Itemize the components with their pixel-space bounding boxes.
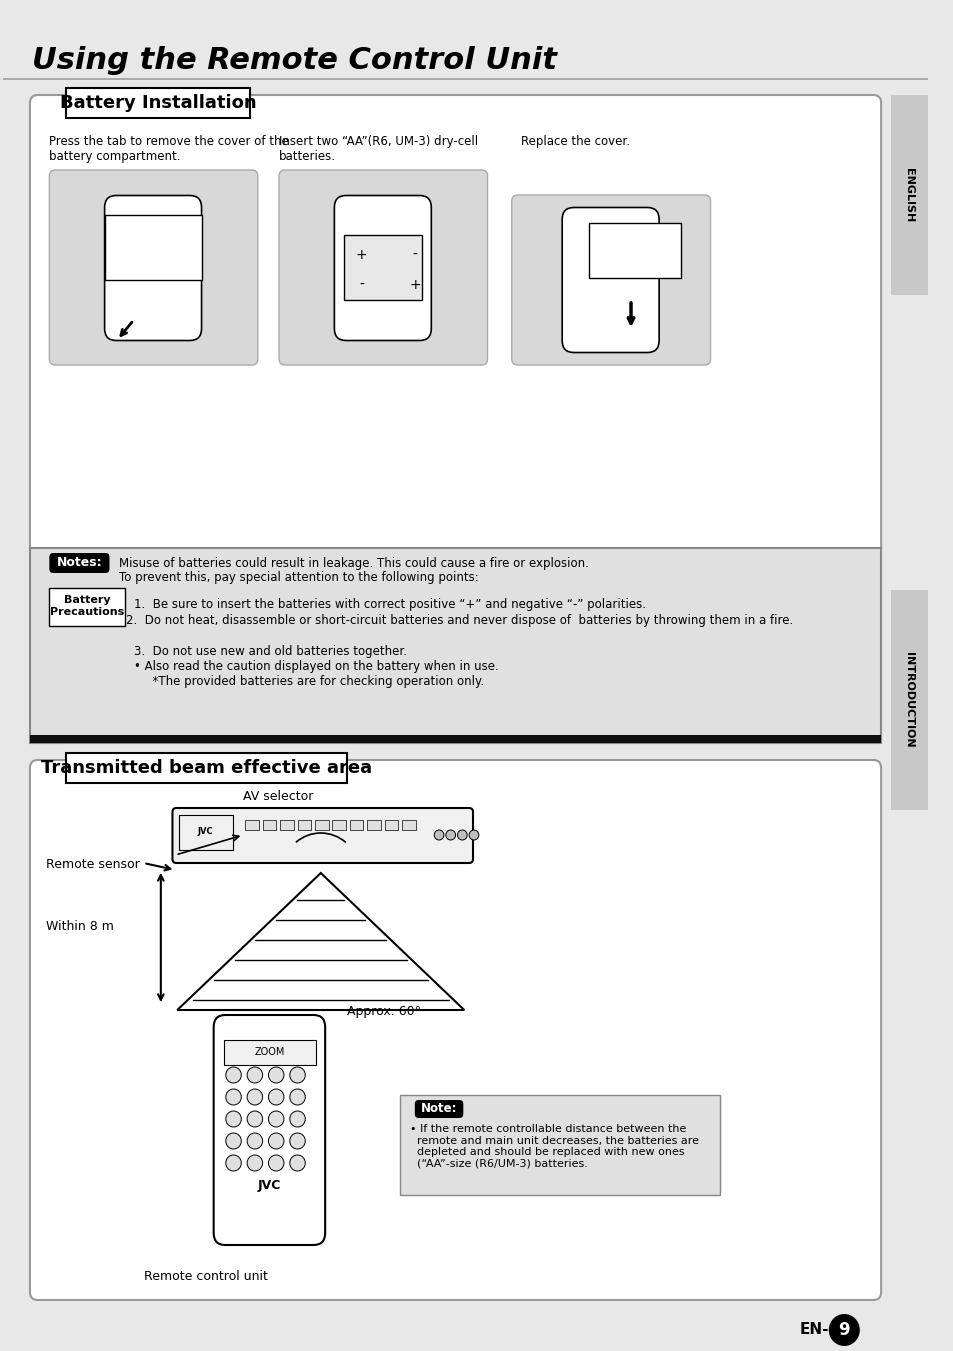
Circle shape [247, 1133, 262, 1148]
Text: Misuse of batteries could result in leakage. This could cause a fire or explosio: Misuse of batteries could result in leak… [119, 557, 588, 570]
Circle shape [445, 830, 456, 840]
Bar [402, 820, 416, 830]
Circle shape [226, 1133, 241, 1148]
Text: Remote sensor: Remote sensor [47, 858, 140, 871]
Circle shape [434, 830, 443, 840]
Text: 9: 9 [838, 1321, 849, 1339]
Bar [890, 95, 926, 295]
Text: ZOOM: ZOOM [253, 1047, 284, 1056]
Text: -: - [358, 278, 363, 292]
Text: • Also read the caution displayed on the battery when in use.: • Also read the caution displayed on the… [133, 661, 497, 673]
Text: JVC: JVC [257, 1178, 281, 1192]
Circle shape [290, 1133, 305, 1148]
Bar [297, 820, 311, 830]
Text: *The provided batteries are for checking operation only.: *The provided batteries are for checking… [145, 676, 484, 688]
Text: Notes:: Notes: [56, 557, 102, 570]
FancyBboxPatch shape [334, 196, 431, 340]
Circle shape [457, 830, 467, 840]
FancyBboxPatch shape [172, 808, 473, 863]
Circle shape [226, 1155, 241, 1171]
Text: -: - [412, 249, 416, 262]
Bar [50, 588, 125, 626]
Text: • If the remote controllable distance between the
  remote and main unit decreas: • If the remote controllable distance be… [410, 1124, 699, 1169]
Circle shape [247, 1111, 262, 1127]
Bar [30, 735, 881, 743]
Bar [66, 753, 347, 784]
FancyBboxPatch shape [213, 1015, 325, 1246]
Text: +: + [355, 249, 367, 262]
Bar [280, 820, 294, 830]
Text: 1.  Be sure to insert the batteries with correct positive “+” and negative “-” p: 1. Be sure to insert the batteries with … [133, 598, 645, 611]
Circle shape [268, 1133, 284, 1148]
Circle shape [290, 1155, 305, 1171]
Circle shape [226, 1089, 241, 1105]
Bar [589, 223, 680, 278]
Text: Within 8 m: Within 8 m [47, 920, 114, 934]
Bar [350, 820, 363, 830]
Text: JVC: JVC [197, 828, 213, 836]
Text: Battery
Precautions: Battery Precautions [50, 594, 124, 616]
FancyBboxPatch shape [30, 761, 881, 1300]
Bar [105, 215, 201, 280]
Bar [179, 815, 233, 850]
Text: Transmitted beam effective area: Transmitted beam effective area [41, 759, 372, 777]
Text: To prevent this, pay special attention to the following points:: To prevent this, pay special attention t… [119, 571, 478, 585]
Bar [3, 0, 926, 88]
Bar [30, 549, 881, 743]
Bar [890, 590, 926, 811]
Bar [344, 235, 421, 300]
FancyBboxPatch shape [105, 196, 201, 340]
Text: Press the tab to remove the cover of the
battery compartment.: Press the tab to remove the cover of the… [50, 135, 289, 163]
Circle shape [828, 1315, 859, 1346]
Circle shape [290, 1111, 305, 1127]
Circle shape [268, 1067, 284, 1084]
Text: +: + [409, 278, 420, 292]
Text: 2.  Do not heat, disassemble or short-circuit batteries and never dispose of  ba: 2. Do not heat, disassemble or short-cir… [126, 613, 792, 627]
Text: AV selector: AV selector [243, 790, 314, 802]
Circle shape [247, 1089, 262, 1105]
Circle shape [469, 830, 478, 840]
Text: INTRODUCTION: INTRODUCTION [903, 653, 913, 748]
Text: Approx. 60°: Approx. 60° [347, 1005, 420, 1019]
Text: EN-: EN- [799, 1323, 828, 1337]
Bar [314, 820, 328, 830]
FancyBboxPatch shape [415, 1100, 463, 1119]
Bar [3, 78, 926, 80]
Circle shape [268, 1111, 284, 1127]
FancyBboxPatch shape [50, 170, 257, 365]
Text: Using the Remote Control Unit: Using the Remote Control Unit [31, 46, 557, 76]
Bar [262, 820, 276, 830]
Bar [400, 1096, 720, 1196]
Bar [367, 820, 380, 830]
Circle shape [226, 1111, 241, 1127]
FancyBboxPatch shape [30, 95, 881, 555]
Bar [66, 88, 250, 118]
Text: Remote control unit: Remote control unit [144, 1270, 268, 1283]
FancyBboxPatch shape [511, 195, 710, 365]
Text: Insert two “AA”(R6, UM-3) dry-cell
batteries.: Insert two “AA”(R6, UM-3) dry-cell batte… [279, 135, 477, 163]
Circle shape [268, 1089, 284, 1105]
Text: Battery Installation: Battery Installation [59, 95, 256, 112]
FancyBboxPatch shape [561, 208, 659, 353]
FancyBboxPatch shape [279, 170, 487, 365]
Bar [332, 820, 346, 830]
Circle shape [268, 1155, 284, 1171]
Circle shape [290, 1089, 305, 1105]
Bar [224, 1040, 315, 1065]
Text: 3.  Do not use new and old batteries together.: 3. Do not use new and old batteries toge… [133, 644, 406, 658]
Circle shape [247, 1155, 262, 1171]
Text: ENGLISH: ENGLISH [903, 168, 913, 222]
Bar [384, 820, 398, 830]
Circle shape [226, 1067, 241, 1084]
Circle shape [290, 1067, 305, 1084]
Circle shape [247, 1067, 262, 1084]
Text: Note:: Note: [420, 1102, 456, 1116]
Text: Replace the cover.: Replace the cover. [521, 135, 630, 149]
Bar [245, 820, 258, 830]
FancyBboxPatch shape [50, 553, 110, 573]
